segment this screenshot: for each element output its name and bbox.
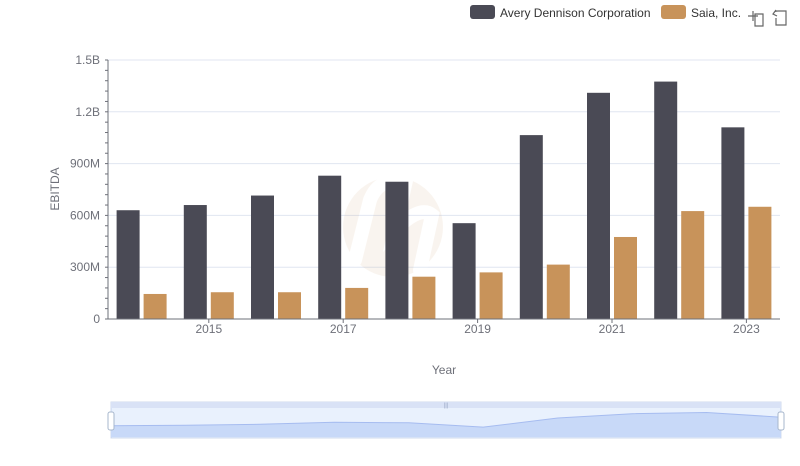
bar-saia-2023[interactable] <box>748 206 772 319</box>
x-tick-labels: 2015 2017 2019 2021 2023 <box>195 319 760 336</box>
bar-saia-2015[interactable] <box>210 292 234 319</box>
legend: Avery Dennison Corporation Saia, Inc. <box>470 5 741 20</box>
bar-avery-dennison-2015[interactable] <box>183 205 207 319</box>
legend-swatch <box>470 5 495 19</box>
legend-label: Saia, Inc. <box>691 6 741 20</box>
legend-item-avery-dennison[interactable]: Avery Dennison Corporation <box>470 5 651 20</box>
bar-avery-dennison-2018[interactable] <box>385 181 409 319</box>
bar-avery-dennison-2023[interactable] <box>721 127 745 319</box>
y-axis-title: EBITDA <box>48 167 62 210</box>
datazoom-slider[interactable]: ||| <box>107 401 785 439</box>
bar-avery-dennison-2019[interactable] <box>452 223 476 319</box>
x-tick-label: 2017 <box>330 322 357 336</box>
datazoom-right-handle[interactable] <box>777 411 785 431</box>
bar-avery-dennison-2022[interactable] <box>654 81 678 319</box>
datazoom-preview-line <box>110 411 782 428</box>
legend-swatch <box>661 5 686 19</box>
bar-avery-dennison-2016[interactable] <box>251 195 274 319</box>
y-tick-label: 600M <box>70 208 100 222</box>
x-axis-title: Year <box>432 363 456 377</box>
zoom-icon[interactable] <box>748 11 764 27</box>
toolbox <box>748 9 787 27</box>
y-tick-label: 1.2B <box>75 105 100 119</box>
datazoom-move-handle[interactable] <box>111 402 781 408</box>
bar-avery-dennison-2017[interactable] <box>318 175 342 319</box>
bar-avery-dennison-2021[interactable] <box>587 92 610 319</box>
y-tick-label: 300M <box>70 260 100 274</box>
bar-saia-2019[interactable] <box>479 272 503 319</box>
datazoom-left-handle[interactable] <box>107 411 115 431</box>
x-tick-label: 2015 <box>195 322 222 336</box>
bar-saia-2020[interactable] <box>546 264 570 319</box>
x-tick-label: 2021 <box>599 322 626 336</box>
bar-avery-dennison-2020[interactable] <box>519 135 543 319</box>
x-tick-label: 2023 <box>733 322 760 336</box>
bars-layer <box>116 81 772 319</box>
legend-item-saia[interactable]: Saia, Inc. <box>661 5 741 20</box>
y-tick-label: 900M <box>70 157 100 171</box>
bar-saia-2016[interactable] <box>278 292 301 319</box>
bar-saia-2014[interactable] <box>143 293 167 319</box>
reset-icon[interactable] <box>772 9 787 26</box>
axes <box>105 59 780 320</box>
y-tick-labels: 0 300M 600M 900M 1.2B 1.5B <box>70 53 100 326</box>
bar-saia-2021[interactable] <box>614 236 637 319</box>
bar-saia-2017[interactable] <box>345 287 369 319</box>
datazoom-preview-area <box>111 412 781 437</box>
bar-avery-dennison-2014[interactable] <box>116 210 140 319</box>
grid-lines <box>108 59 780 268</box>
datazoom-grip-icon[interactable]: ||| <box>444 403 449 409</box>
bar-saia-2022[interactable] <box>681 211 705 319</box>
legend-label: Avery Dennison Corporation <box>500 6 651 20</box>
bar-saia-2018[interactable] <box>412 276 436 319</box>
y-tick-label: 1.5B <box>75 53 100 67</box>
y-tick-label: 0 <box>93 312 100 326</box>
x-tick-label: 2019 <box>464 322 491 336</box>
